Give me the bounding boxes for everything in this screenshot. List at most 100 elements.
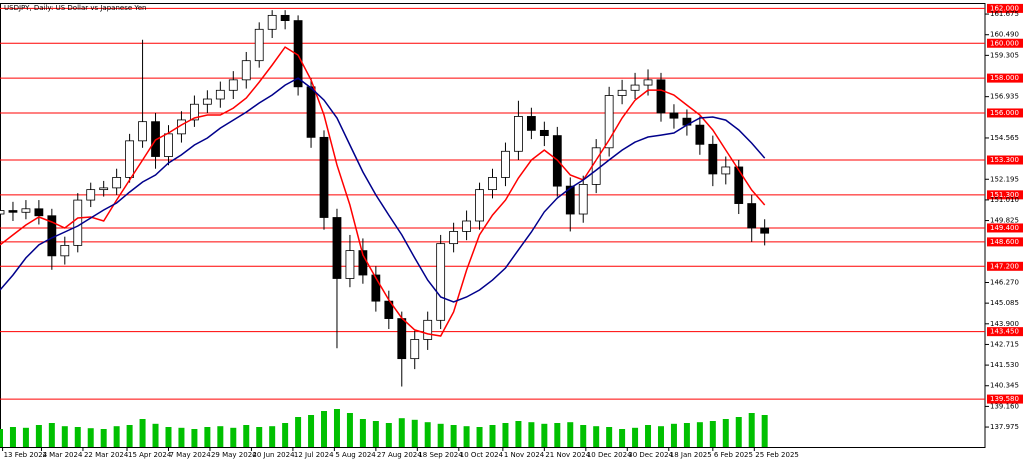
y-tick-label: 140.345 bbox=[990, 382, 1019, 390]
volume-bar bbox=[295, 417, 302, 447]
volume-bar bbox=[113, 426, 120, 447]
volume-bar bbox=[230, 427, 237, 447]
volume-bar bbox=[515, 421, 522, 447]
level-label-box bbox=[987, 223, 1023, 233]
candle-body bbox=[345, 250, 355, 279]
y-tick-label: 160.490 bbox=[990, 31, 1019, 39]
volume-bar bbox=[178, 427, 185, 447]
candle-body bbox=[164, 133, 173, 157]
candle-body bbox=[617, 89, 627, 96]
x-tick-label: 1 Nov 2024 bbox=[504, 451, 545, 459]
candle-body bbox=[21, 208, 31, 213]
candle-body bbox=[514, 116, 523, 152]
level-label-box bbox=[987, 38, 1023, 48]
volume-bar bbox=[709, 421, 716, 447]
candle-body bbox=[734, 166, 744, 204]
chart-title: USDJPY, Daily: US Dollar vs Japanese Yen bbox=[4, 4, 146, 12]
y-tick-label: 151.010 bbox=[990, 196, 1019, 204]
volume-bar bbox=[243, 425, 250, 447]
volume-bar bbox=[528, 422, 535, 447]
volume-bar bbox=[735, 417, 742, 447]
volume-bar bbox=[385, 423, 392, 447]
x-tick-label: 2 Mar 2024 bbox=[42, 451, 82, 459]
volume-bar bbox=[372, 421, 379, 447]
plot-frame bbox=[0, 3, 986, 448]
volume-bar bbox=[722, 419, 729, 447]
x-tick-label: 18 Jan 2025 bbox=[670, 451, 712, 459]
y-tick-label: 152.195 bbox=[990, 175, 1019, 183]
volume-bar bbox=[476, 427, 483, 447]
candle-body bbox=[8, 210, 18, 213]
level-label-box bbox=[987, 237, 1023, 247]
volume-bar bbox=[165, 427, 172, 447]
x-tick-label: 12 Jul 2024 bbox=[294, 451, 334, 459]
level-label: 147.200 bbox=[990, 262, 1019, 270]
x-tick-label: 7 May 2024 bbox=[169, 451, 211, 459]
x-tick-label: 15 Apr 2024 bbox=[128, 451, 172, 459]
candle-body bbox=[462, 220, 471, 232]
volume-bar bbox=[35, 425, 42, 447]
volume-bar bbox=[217, 426, 224, 447]
volume-bar bbox=[593, 426, 600, 447]
candle-body bbox=[280, 14, 290, 21]
volume-bar bbox=[100, 429, 107, 447]
volume-bar bbox=[683, 423, 690, 447]
volume-bar bbox=[269, 426, 276, 447]
candle-body bbox=[721, 166, 731, 175]
candle-body bbox=[449, 231, 459, 245]
volume-bar bbox=[126, 425, 133, 447]
candle-body bbox=[332, 217, 342, 279]
candle-body bbox=[501, 150, 510, 178]
volume-bar bbox=[632, 427, 639, 447]
candle-body bbox=[190, 103, 199, 121]
level-label-box bbox=[987, 261, 1023, 271]
candle-body bbox=[526, 116, 536, 131]
candle-body bbox=[306, 86, 316, 138]
level-label: 158.000 bbox=[990, 74, 1019, 82]
candle-body bbox=[112, 177, 122, 189]
volume-bar bbox=[489, 425, 496, 447]
x-tick-label: 10 Dec 2024 bbox=[587, 451, 632, 459]
volume-bar bbox=[359, 419, 366, 447]
level-label-box bbox=[987, 394, 1023, 404]
volume-bar bbox=[424, 422, 431, 447]
volume-bar bbox=[541, 423, 548, 447]
x-tick-label: 22 Mar 2024 bbox=[84, 451, 129, 459]
level-label: 162.000 bbox=[990, 4, 1019, 12]
x-tick-label: 27 Aug 2024 bbox=[377, 451, 422, 459]
level-label: 149.400 bbox=[990, 224, 1019, 232]
volume-bar bbox=[87, 428, 94, 447]
volume-bar bbox=[657, 426, 664, 447]
level-label-box bbox=[987, 327, 1023, 337]
candle-body bbox=[397, 318, 407, 360]
y-tick-label: 146.270 bbox=[990, 279, 1019, 287]
x-tick-label: 18 Sep 2024 bbox=[418, 451, 463, 459]
axis-layer: 161.675 160.490 159.305 156.935 154.565 152.1… bbox=[2, 10, 1019, 459]
volume-bar bbox=[748, 413, 755, 447]
x-tick-label: 10 Oct 2024 bbox=[460, 451, 504, 459]
candle-body bbox=[708, 143, 718, 175]
candle-body bbox=[254, 28, 264, 62]
volume-bar bbox=[411, 419, 418, 447]
volume-bar bbox=[152, 423, 159, 447]
y-tick-label: 154.565 bbox=[990, 134, 1019, 142]
volume-bar bbox=[696, 422, 703, 447]
candle-body bbox=[423, 319, 433, 340]
volume-bar bbox=[9, 427, 16, 447]
candle-body bbox=[565, 185, 575, 215]
y-tick-label: 143.900 bbox=[990, 320, 1019, 328]
volume-bar bbox=[333, 409, 340, 447]
candle-body bbox=[475, 189, 484, 222]
y-tick-label: 142.715 bbox=[990, 340, 1019, 348]
candle-body bbox=[604, 95, 614, 149]
ma-layer bbox=[0, 46, 766, 337]
y-tick-label: 141.530 bbox=[990, 361, 1019, 369]
moving-average-line bbox=[0, 46, 766, 337]
x-tick-label: 6 Feb 2025 bbox=[714, 451, 753, 459]
candle-body bbox=[293, 20, 303, 88]
candle-body bbox=[578, 183, 588, 215]
volume-bar bbox=[48, 423, 55, 447]
candle-body bbox=[215, 89, 225, 100]
volume-bar bbox=[321, 411, 328, 447]
